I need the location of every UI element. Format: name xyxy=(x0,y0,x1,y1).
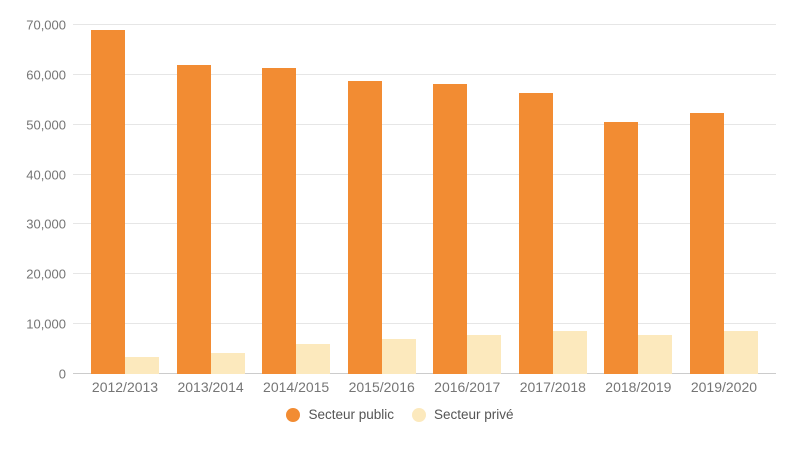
bar-secteur-prive-2015-2016 xyxy=(381,338,416,374)
gridline-10000 xyxy=(73,323,776,325)
x-axis-line xyxy=(73,373,776,374)
gridline-40000 xyxy=(73,173,776,175)
x-axis-label-2013-2014: 2013/2014 xyxy=(177,379,244,395)
legend: Secteur public Secteur privé xyxy=(0,407,800,422)
bar-secteur-prive-2019-2020 xyxy=(723,330,758,374)
bar-secteur-public-2014-2015 xyxy=(262,68,297,374)
bar-secteur-prive-2013-2014 xyxy=(210,353,245,374)
y-axis-label: 60,000 xyxy=(26,67,66,83)
x-axis-label-2012-2013: 2012/2013 xyxy=(91,379,159,395)
x-axis-label-2017-2018: 2017/2018 xyxy=(519,379,586,395)
y-axis-label: 0 xyxy=(58,366,66,382)
gridline-30000 xyxy=(73,223,776,225)
legend-item-secteur-prive[interactable]: Secteur privé xyxy=(412,407,514,422)
bar-group-2013-2014 xyxy=(176,65,245,374)
y-axis: 0 10,000 20,000 30,000 40,000 50,000 60,000 70,… xyxy=(0,18,66,382)
x-axis-label-2015-2016: 2015/2016 xyxy=(348,379,415,395)
x-axis-label-2016-2017: 2016/2017 xyxy=(434,379,501,395)
x-axis-label-2014-2015: 2014/2015 xyxy=(263,379,330,395)
bar-secteur-prive-2012-2013 xyxy=(125,357,159,374)
legend-label: Secteur privé xyxy=(434,407,514,422)
x-axis-label-2019-2020: 2019/2020 xyxy=(690,379,758,395)
bar-secteur-public-2016-2017 xyxy=(433,84,468,374)
bar-secteur-public-2012-2013 xyxy=(91,30,125,374)
bar-secteur-public-2018-2019 xyxy=(604,122,639,374)
gridline-50000 xyxy=(73,123,776,125)
legend-swatch-icon xyxy=(286,407,301,422)
legend-swatch-icon xyxy=(412,407,426,422)
x-axis: 2012/2013 2013/2014 2014/2015 2015/2016 2016… xyxy=(73,379,776,395)
x-axis-label-2018-2019: 2018/2019 xyxy=(605,379,672,395)
bar-secteur-public-2019-2020 xyxy=(689,113,724,374)
legend-label: Secteur public xyxy=(308,407,394,422)
plot-area xyxy=(73,24,776,374)
legend-item-secteur-public[interactable]: Secteur public xyxy=(286,407,394,422)
bar-group-2015-2016 xyxy=(347,80,416,374)
y-axis-label: 20,000 xyxy=(26,266,66,282)
bar-group-2012-2013 xyxy=(91,30,159,374)
gridline-60000 xyxy=(73,73,776,75)
bar-secteur-prive-2016-2017 xyxy=(467,334,502,374)
bar-secteur-prive-2017-2018 xyxy=(552,331,587,374)
gridline-20000 xyxy=(73,273,776,275)
bar-group-2017-2018 xyxy=(518,92,587,374)
y-axis-label: 50,000 xyxy=(26,117,66,133)
gridline-70000 xyxy=(73,24,776,25)
bar-group-2019-2020 xyxy=(689,113,758,374)
bar-secteur-prive-2014-2015 xyxy=(296,344,331,374)
y-axis-label: 40,000 xyxy=(26,167,66,183)
y-axis-label: 30,000 xyxy=(26,216,66,232)
bar-group-2016-2017 xyxy=(433,84,502,374)
bar-group-2014-2015 xyxy=(262,68,331,374)
y-axis-label: 70,000 xyxy=(26,17,66,33)
y-axis-label: 10,000 xyxy=(26,316,66,332)
bar-secteur-public-2015-2016 xyxy=(347,80,382,374)
bar-secteur-public-2017-2018 xyxy=(518,92,553,374)
bar-secteur-public-2013-2014 xyxy=(176,65,211,374)
bar-group-2018-2019 xyxy=(604,122,673,374)
bar-secteur-prive-2018-2019 xyxy=(638,334,673,374)
bar-groups xyxy=(73,25,776,374)
